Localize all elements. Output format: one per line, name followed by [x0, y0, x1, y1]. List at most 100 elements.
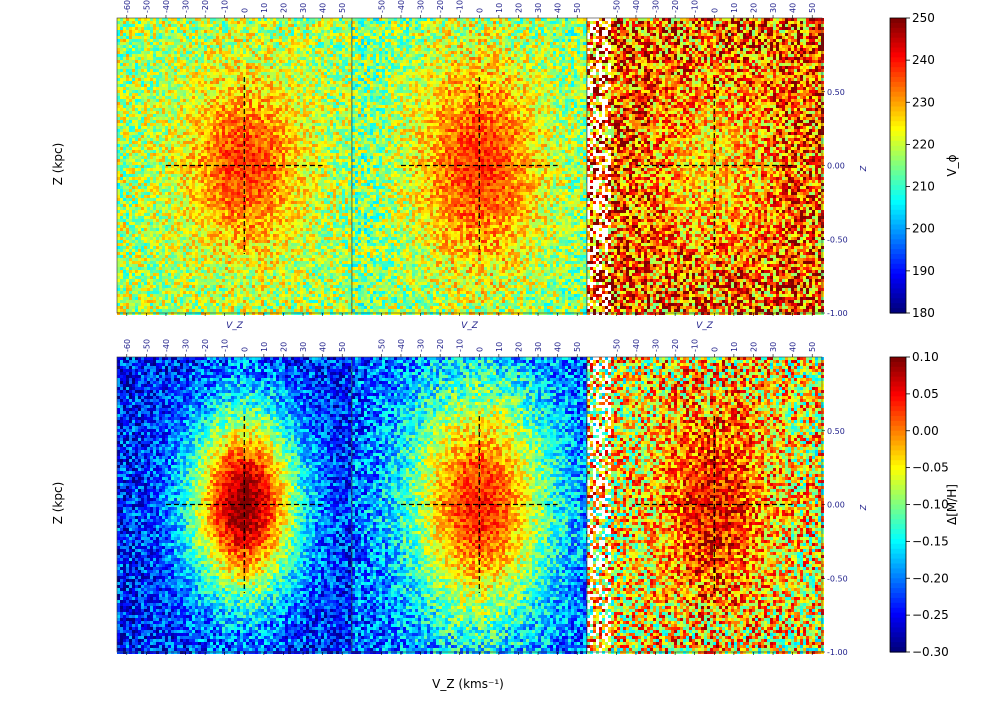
heatmap-cell	[249, 90, 252, 93]
heatmap-cell	[309, 132, 312, 135]
heatmap-cell	[306, 60, 309, 63]
heatmap-cell	[162, 27, 165, 30]
heatmap-cell	[237, 18, 240, 21]
heatmap-cell	[159, 99, 162, 102]
heatmap-cell	[228, 48, 231, 51]
heatmap-cell	[294, 21, 297, 24]
heatmap-cell	[147, 63, 150, 66]
heatmap-cell	[246, 33, 249, 36]
heatmap-cell	[177, 33, 180, 36]
heatmap-cell	[288, 96, 291, 99]
heatmap-cell	[321, 63, 324, 66]
heatmap-cell	[126, 81, 129, 84]
heatmap-cell	[183, 111, 186, 114]
heatmap-cell	[138, 108, 141, 111]
heatmap-cell	[288, 87, 291, 90]
heatmap-cell	[237, 45, 240, 48]
heatmap-cell	[120, 120, 123, 123]
heatmap-cell	[180, 81, 183, 84]
heatmap-cell	[228, 39, 231, 42]
heatmap-cell	[204, 114, 207, 117]
heatmap-cell	[138, 18, 141, 21]
heatmap-cell	[312, 108, 315, 111]
heatmap-cell	[219, 27, 222, 30]
heatmap-cell	[150, 18, 153, 21]
heatmap-cell	[225, 129, 228, 132]
heatmap-cell	[315, 78, 318, 81]
heatmap-cell	[264, 66, 267, 69]
heatmap-cell	[141, 96, 144, 99]
heatmap-cell	[144, 102, 147, 105]
heatmap-cell	[300, 138, 303, 141]
heatmap-cell	[165, 123, 168, 126]
heatmap-cell	[258, 105, 261, 108]
heatmap-cell	[204, 27, 207, 30]
heatmap-cell	[144, 87, 147, 90]
heatmap-cell	[147, 108, 150, 111]
heatmap-cell	[222, 108, 225, 111]
heatmap-cell	[174, 75, 177, 78]
heatmap-cell	[120, 90, 123, 93]
heatmap-cell	[330, 120, 333, 123]
heatmap-cell	[204, 45, 207, 48]
heatmap-cell	[204, 48, 207, 51]
heatmap-cell	[174, 33, 177, 36]
heatmap-cell	[255, 126, 258, 129]
heatmap-cell	[252, 123, 255, 126]
heatmap-cell	[315, 111, 318, 114]
heatmap-cell	[207, 111, 210, 114]
heatmap-cell	[141, 84, 144, 87]
heatmap-cell	[120, 30, 123, 33]
heatmap-cell	[300, 78, 303, 81]
heatmap-cell	[279, 75, 282, 78]
heatmap-cell	[348, 45, 351, 48]
heatmap-cell	[318, 108, 321, 111]
heatmap-cell	[273, 36, 276, 39]
heatmap-cell	[120, 45, 123, 48]
heatmap-cell	[180, 132, 183, 135]
heatmap-cell	[300, 120, 303, 123]
heatmap-cell	[288, 72, 291, 75]
heatmap-cell	[120, 117, 123, 120]
heatmap-cell	[186, 33, 189, 36]
heatmap-cell	[177, 63, 180, 66]
heatmap-cell	[246, 42, 249, 45]
heatmap-cell	[156, 114, 159, 117]
heatmap-cell	[207, 60, 210, 63]
heatmap-cell	[138, 78, 141, 81]
heatmap-cell	[210, 36, 213, 39]
heatmap-cell	[183, 84, 186, 87]
heatmap-cell	[159, 63, 162, 66]
heatmap-cell	[270, 81, 273, 84]
heatmap-cell	[315, 96, 318, 99]
heatmap-cell	[267, 18, 270, 21]
heatmap-cell	[171, 42, 174, 45]
heatmap-cell	[123, 51, 126, 54]
heatmap-cell	[162, 60, 165, 63]
heatmap-cell	[270, 102, 273, 105]
heatmap-cell	[336, 27, 339, 30]
heatmap-cell	[183, 93, 186, 96]
heatmap-cell	[246, 84, 249, 87]
heatmap-cell	[153, 60, 156, 63]
heatmap-cell	[345, 48, 348, 51]
heatmap-cell	[150, 138, 153, 141]
heatmap-cell	[222, 54, 225, 57]
heatmap-cell	[204, 138, 207, 141]
heatmap-cell	[201, 135, 204, 138]
heatmap-cell	[345, 24, 348, 27]
heatmap-cell	[252, 108, 255, 111]
heatmap-cell	[279, 60, 282, 63]
heatmap-cell	[156, 75, 159, 78]
heatmap-cell	[273, 57, 276, 60]
heatmap-cell	[189, 120, 192, 123]
heatmap-cell	[147, 57, 150, 60]
heatmap-cell	[324, 120, 327, 123]
heatmap-cell	[207, 129, 210, 132]
heatmap-cell	[192, 93, 195, 96]
heatmap-cell	[333, 93, 336, 96]
heatmap-cell	[258, 51, 261, 54]
heatmap-cell	[297, 102, 300, 105]
heatmap-cell	[120, 96, 123, 99]
heatmap-cell	[147, 66, 150, 69]
